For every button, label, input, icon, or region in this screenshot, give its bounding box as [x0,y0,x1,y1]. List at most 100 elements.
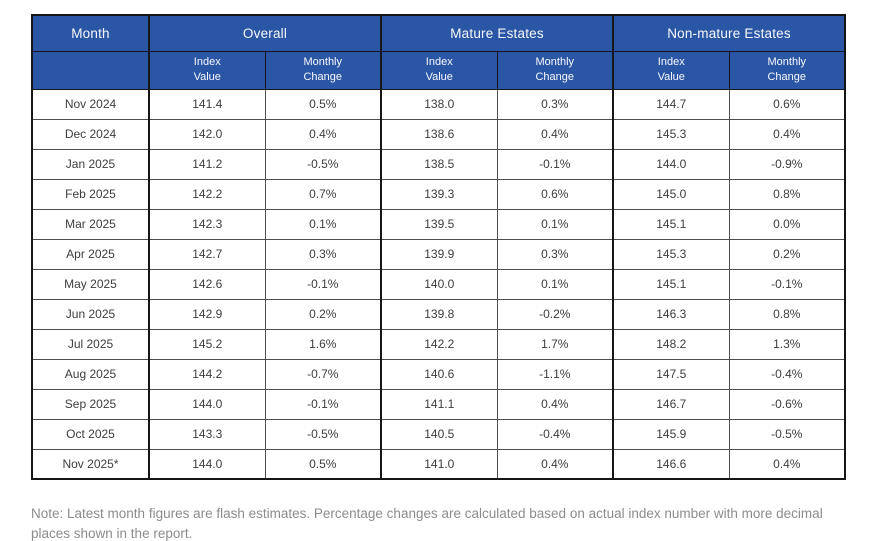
table-row: Jun 2025 142.9 0.2% 139.8 -0.2% 146.3 0.… [31,298,846,330]
mature-change-cell: -0.4% [496,418,614,450]
nonmature-change-cell: -0.1% [728,268,846,300]
overall-index-cell: 142.3 [148,208,266,240]
nonmature-index-cell: 145.3 [612,118,730,150]
nonmature-change-cell: -0.6% [728,388,846,420]
nonmature-change-cell: 0.2% [728,238,846,270]
overall-change-cell: -0.7% [264,358,382,390]
mature-change-cell: 1.7% [496,328,614,360]
month-cell: Jun 2025 [31,298,150,330]
subheader-mature-monthly-change: Monthly Change [496,50,614,90]
overall-index-cell: 142.7 [148,238,266,270]
subheader-nonmature-index-value: Index Value [612,50,730,90]
subheader-month-empty [31,50,150,90]
mature-change-cell: 0.4% [496,448,614,480]
column-group-mature-estates: Mature Estates [380,14,614,52]
table-row: May 2025 142.6 -0.1% 140.0 0.1% 145.1 -0… [31,268,846,300]
column-header-month: Month [31,14,150,52]
table-row: Oct 2025 143.3 -0.5% 140.5 -0.4% 145.9 -… [31,418,846,450]
month-cell: Apr 2025 [31,238,150,270]
nonmature-change-cell: 1.3% [728,328,846,360]
nonmature-change-cell: -0.4% [728,358,846,390]
table-row: Apr 2025 142.7 0.3% 139.9 0.3% 145.3 0.2… [31,238,846,270]
mature-index-cell: 139.5 [380,208,498,240]
mature-change-cell: 0.1% [496,208,614,240]
nonmature-index-cell: 147.5 [612,358,730,390]
footnote: Note: Latest month figures are flash est… [31,506,823,541]
nonmature-change-cell: 0.8% [728,298,846,330]
overall-index-cell: 142.2 [148,178,266,210]
overall-index-cell: 141.4 [148,88,266,120]
nonmature-change-cell: -0.9% [728,148,846,180]
month-cell: Dec 2024 [31,118,150,150]
sub-header-row: Index Value Monthly Change Index Value M… [31,50,846,90]
nonmature-index-cell: 144.0 [612,148,730,180]
overall-index-cell: 143.3 [148,418,266,450]
group-header-row: Month Overall Mature Estates Non-mature … [31,14,846,52]
mature-index-cell: 141.0 [380,448,498,480]
subheader-nonmature-monthly-change: Monthly Change [728,50,846,90]
table-header: Month Overall Mature Estates Non-mature … [31,14,846,90]
month-cell: Aug 2025 [31,358,150,390]
overall-index-cell: 145.2 [148,328,266,360]
mature-index-cell: 138.6 [380,118,498,150]
month-cell: Nov 2025* [31,448,150,480]
overall-change-cell: -0.1% [264,268,382,300]
overall-change-cell: 0.3% [264,238,382,270]
mature-change-cell: 0.3% [496,88,614,120]
overall-change-cell: -0.5% [264,418,382,450]
nonmature-index-cell: 146.7 [612,388,730,420]
table-row: Mar 2025 142.3 0.1% 139.5 0.1% 145.1 0.0… [31,208,846,240]
nonmature-change-cell: 0.4% [728,118,846,150]
mature-change-cell: 0.4% [496,118,614,150]
nonmature-index-cell: 145.3 [612,238,730,270]
mature-index-cell: 142.2 [380,328,498,360]
table-row: Dec 2024 142.0 0.4% 138.6 0.4% 145.3 0.4… [31,118,846,150]
table-body: Nov 2024 141.4 0.5% 138.0 0.3% 144.7 0.6… [31,88,846,480]
nonmature-change-cell: 0.4% [728,448,846,480]
index-table: Month Overall Mature Estates Non-mature … [31,14,847,480]
subheader-overall-monthly-change: Monthly Change [264,50,382,90]
overall-change-cell: 0.5% [264,88,382,120]
overall-index-cell: 144.0 [148,388,266,420]
month-cell: Mar 2025 [31,208,150,240]
overall-change-cell: -0.5% [264,148,382,180]
overall-change-cell: 0.7% [264,178,382,210]
nonmature-index-cell: 148.2 [612,328,730,360]
nonmature-change-cell: 0.6% [728,88,846,120]
table-row: Aug 2025 144.2 -0.7% 140.6 -1.1% 147.5 -… [31,358,846,390]
overall-change-cell: -0.1% [264,388,382,420]
month-cell: May 2025 [31,268,150,300]
overall-change-cell: 0.5% [264,448,382,480]
mature-index-cell: 139.8 [380,298,498,330]
nonmature-index-cell: 145.0 [612,178,730,210]
nonmature-change-cell: 0.8% [728,178,846,210]
overall-change-cell: 1.6% [264,328,382,360]
overall-change-cell: 0.2% [264,298,382,330]
overall-index-cell: 144.0 [148,448,266,480]
nonmature-index-cell: 144.7 [612,88,730,120]
overall-change-cell: 0.1% [264,208,382,240]
nonmature-index-cell: 146.3 [612,298,730,330]
nonmature-change-cell: 0.0% [728,208,846,240]
table-row: Nov 2024 141.4 0.5% 138.0 0.3% 144.7 0.6… [31,88,846,120]
mature-change-cell: 0.3% [496,238,614,270]
month-cell: Nov 2024 [31,88,150,120]
mature-change-cell: -1.1% [496,358,614,390]
overall-index-cell: 144.2 [148,358,266,390]
nonmature-index-cell: 145.9 [612,418,730,450]
month-cell: Jul 2025 [31,328,150,360]
mature-index-cell: 140.0 [380,268,498,300]
mature-change-cell: 0.1% [496,268,614,300]
table-row: Jul 2025 145.2 1.6% 142.2 1.7% 148.2 1.3… [31,328,846,360]
month-cell: Feb 2025 [31,178,150,210]
column-group-non-mature-estates: Non-mature Estates [612,14,846,52]
overall-change-cell: 0.4% [264,118,382,150]
mature-change-cell: -0.2% [496,298,614,330]
mature-index-cell: 138.0 [380,88,498,120]
subheader-overall-index-value: Index Value [148,50,266,90]
table-row: Nov 2025* 144.0 0.5% 141.0 0.4% 146.6 0.… [31,448,846,480]
nonmature-index-cell: 145.1 [612,268,730,300]
overall-index-cell: 141.2 [148,148,266,180]
mature-index-cell: 139.3 [380,178,498,210]
mature-index-cell: 138.5 [380,148,498,180]
